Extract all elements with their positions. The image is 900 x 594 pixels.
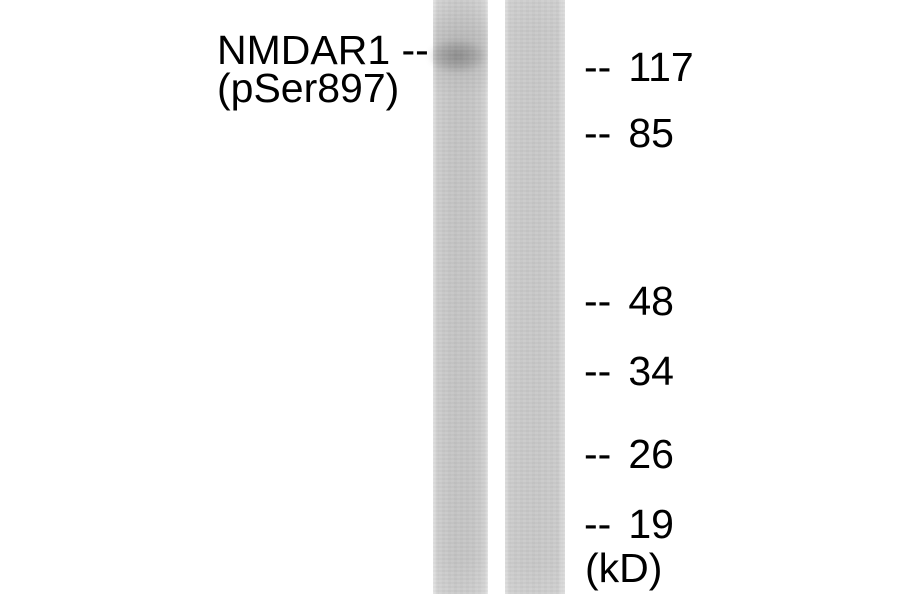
marker-tick: -- — [584, 44, 612, 90]
protein-band — [428, 36, 493, 76]
marker-tick: -- — [584, 501, 612, 547]
blot-lane-1 — [428, 0, 493, 594]
marker-value: 85 — [628, 110, 674, 156]
marker-tick: -- — [584, 348, 612, 394]
marker-tick: -- — [584, 431, 612, 477]
marker-value: 48 — [628, 278, 674, 324]
antibody-label-line2: (pSer897) — [217, 65, 400, 111]
marker-tick: -- — [584, 278, 612, 324]
marker-value: 19 — [628, 501, 674, 547]
antibody-label: NMDAR1 -- (pSer897) — [217, 27, 429, 111]
marker-value: 34 — [628, 348, 674, 394]
unit-label: (kD) — [585, 545, 663, 591]
marker-value: 26 — [628, 431, 674, 477]
antibody-label-line1: NMDAR1 -- — [217, 27, 429, 73]
blot-lane-2 — [505, 0, 565, 594]
mw-marker-19: -- 19 — [584, 502, 674, 546]
mw-marker-48: -- 48 — [584, 279, 674, 323]
marker-value: 117 — [628, 44, 694, 90]
mw-marker-117: -- 117 — [584, 45, 694, 89]
band-smear — [433, 4, 488, 96]
mw-markers: -- 117 -- 85 -- 48 -- 34 -- 26 -- 19 — [584, 0, 900, 594]
mw-marker-34: -- 34 — [584, 349, 674, 393]
marker-tick: -- — [584, 110, 612, 156]
mw-marker-85: -- 85 — [584, 111, 674, 155]
mw-marker-26: -- 26 — [584, 432, 674, 476]
